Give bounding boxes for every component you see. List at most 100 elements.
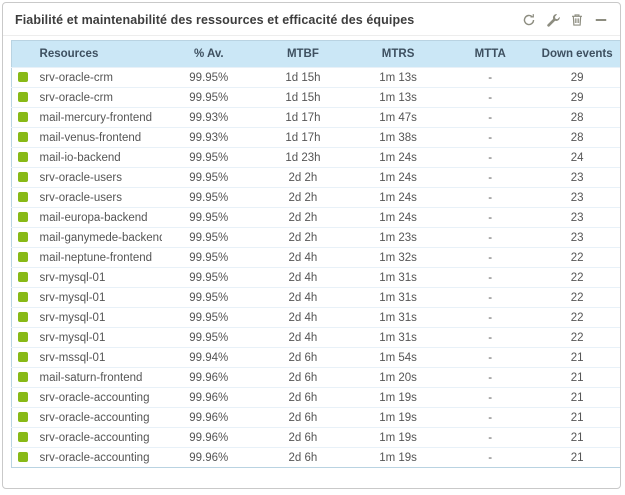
- refresh-icon[interactable]: [521, 12, 536, 27]
- resource-name[interactable]: srv-oracle-accounting: [39, 427, 162, 448]
- widget-title: Fiabilité et maintenabilité des ressourc…: [15, 12, 415, 27]
- resource-name[interactable]: srv-oracle-users: [39, 187, 162, 208]
- resource-name[interactable]: mail-venus-frontend: [39, 127, 162, 148]
- availability-value: 99.95%: [161, 67, 256, 88]
- mtbf-value: 2d 6h: [255, 407, 350, 428]
- resource-name[interactable]: srv-oracle-accounting: [39, 387, 162, 408]
- down-events-value: 22: [534, 327, 620, 348]
- mtta-value: -: [446, 287, 535, 308]
- resource-name[interactable]: srv-mssql-01: [39, 347, 162, 368]
- mtbf-value: 2d 4h: [255, 307, 350, 328]
- resource-name[interactable]: srv-oracle-accounting: [39, 407, 162, 428]
- down-events-value: 24: [534, 147, 620, 168]
- table-row[interactable]: srv-mysql-01 99.95% 2d 4h 1m 31s - 22: [11, 287, 620, 308]
- mtbf-value: 2d 4h: [255, 327, 350, 348]
- status-cell: [11, 267, 40, 288]
- table-row[interactable]: srv-oracle-accounting 99.96% 2d 6h 1m 19…: [11, 447, 620, 468]
- mtbf-value: 2d 6h: [255, 427, 350, 448]
- availability-value: 99.95%: [161, 207, 256, 228]
- availability-value: 99.95%: [161, 227, 256, 248]
- mtbf-value: 1d 17h: [255, 127, 350, 148]
- mtbf-value: 1d 17h: [255, 107, 350, 128]
- trash-icon[interactable]: [569, 12, 584, 27]
- status-ok-icon: [18, 152, 28, 163]
- widget-header: Fiabilité et maintenabilité des ressourc…: [3, 3, 620, 36]
- resource-name[interactable]: mail-europa-backend: [39, 207, 162, 228]
- status-ok-icon: [18, 392, 28, 403]
- mtbf-value: 1d 15h: [255, 87, 350, 108]
- resource-name[interactable]: mail-ganymede-backend: [39, 227, 162, 248]
- table-row[interactable]: srv-mssql-01 99.94% 2d 6h 1m 54s - 21: [11, 347, 620, 368]
- table-row[interactable]: srv-oracle-users 99.95% 2d 2h 1m 24s - 2…: [11, 167, 620, 188]
- availability-value: 99.95%: [161, 267, 256, 288]
- resource-name[interactable]: srv-mysql-01: [39, 327, 162, 348]
- table-row[interactable]: srv-oracle-crm 99.95% 1d 15h 1m 13s - 29: [11, 67, 620, 88]
- table-row[interactable]: srv-oracle-accounting 99.96% 2d 6h 1m 19…: [11, 407, 620, 428]
- mtta-value: -: [446, 67, 535, 88]
- table-row[interactable]: srv-oracle-accounting 99.96% 2d 6h 1m 19…: [11, 427, 620, 448]
- table-row[interactable]: mail-io-backend 99.95% 1d 23h 1m 24s - 2…: [11, 147, 620, 168]
- resource-name[interactable]: srv-oracle-accounting: [39, 447, 162, 468]
- resource-name[interactable]: mail-saturn-frontend: [39, 367, 162, 388]
- status-ok-icon: [18, 352, 28, 363]
- table-row[interactable]: srv-mysql-01 99.95% 2d 4h 1m 31s - 22: [11, 327, 620, 348]
- status-ok-icon: [18, 212, 28, 223]
- table-row[interactable]: srv-oracle-crm 99.95% 1d 15h 1m 13s - 29: [11, 87, 620, 108]
- mtrs-value: 1m 19s: [350, 387, 447, 408]
- resource-name[interactable]: srv-oracle-crm: [39, 67, 162, 88]
- resource-name[interactable]: srv-oracle-crm: [39, 87, 162, 108]
- table-row[interactable]: srv-oracle-users 99.95% 2d 2h 1m 24s - 2…: [11, 187, 620, 208]
- column-header-mtbf: MTBF: [255, 40, 350, 68]
- mtta-value: -: [446, 247, 535, 268]
- status-cell: [11, 147, 40, 168]
- mtta-value: -: [446, 387, 535, 408]
- table-row[interactable]: mail-neptune-frontend 99.95% 2d 4h 1m 32…: [11, 247, 620, 268]
- mtta-value: -: [446, 307, 535, 328]
- mtbf-value: 2d 6h: [255, 447, 350, 468]
- table-row[interactable]: mail-venus-frontend 99.93% 1d 17h 1m 38s…: [11, 127, 620, 148]
- status-cell: [11, 387, 40, 408]
- status-cell: [11, 407, 40, 428]
- table-row[interactable]: srv-mysql-01 99.95% 2d 4h 1m 31s - 22: [11, 307, 620, 328]
- mtrs-value: 1m 38s: [350, 127, 447, 148]
- mtbf-value: 2d 6h: [255, 367, 350, 388]
- down-events-value: 29: [534, 87, 620, 108]
- availability-value: 99.95%: [161, 307, 256, 328]
- status-ok-icon: [18, 172, 28, 183]
- down-events-value: 22: [534, 287, 620, 308]
- resource-name[interactable]: mail-mercury-frontend: [39, 107, 162, 128]
- resource-name[interactable]: mail-neptune-frontend: [39, 247, 162, 268]
- status-ok-icon: [18, 192, 28, 203]
- table-row[interactable]: srv-oracle-accounting 99.96% 2d 6h 1m 19…: [11, 387, 620, 408]
- table-row[interactable]: mail-mercury-frontend 99.93% 1d 17h 1m 4…: [11, 107, 620, 128]
- resource-name[interactable]: mail-io-backend: [39, 147, 162, 168]
- table-row[interactable]: srv-mysql-01 99.95% 2d 4h 1m 31s - 22: [11, 267, 620, 288]
- down-events-value: 29: [534, 67, 620, 88]
- column-header-down-events: Down events: [534, 40, 620, 68]
- minimize-icon[interactable]: [593, 12, 608, 27]
- mtrs-value: 1m 31s: [350, 307, 447, 328]
- status-ok-icon: [18, 332, 28, 343]
- mtrs-value: 1m 32s: [350, 247, 447, 268]
- resources-table-wrap: Resources % Av. MTBF MTRS MTTA Down even…: [11, 40, 620, 468]
- down-events-value: 22: [534, 267, 620, 288]
- status-cell: [11, 347, 40, 368]
- resource-name[interactable]: srv-mysql-01: [39, 307, 162, 328]
- resource-name[interactable]: srv-mysql-01: [39, 287, 162, 308]
- mtta-value: -: [446, 127, 535, 148]
- table-row[interactable]: mail-europa-backend 99.95% 2d 2h 1m 24s …: [11, 207, 620, 228]
- mtta-value: -: [446, 167, 535, 188]
- table-row[interactable]: mail-ganymede-backend 99.95% 2d 2h 1m 23…: [11, 227, 620, 248]
- status-ok-icon: [18, 132, 28, 143]
- status-cell: [11, 107, 40, 128]
- mtrs-value: 1m 19s: [350, 447, 447, 468]
- down-events-value: 28: [534, 107, 620, 128]
- status-cell: [11, 327, 40, 348]
- wrench-icon[interactable]: [545, 12, 560, 27]
- status-ok-icon: [18, 272, 28, 283]
- table-row[interactable]: mail-saturn-frontend 99.96% 2d 6h 1m 20s…: [11, 367, 620, 388]
- down-events-value: 23: [534, 207, 620, 228]
- resource-name[interactable]: srv-oracle-users: [39, 167, 162, 188]
- status-cell: [11, 247, 40, 268]
- resource-name[interactable]: srv-mysql-01: [39, 267, 162, 288]
